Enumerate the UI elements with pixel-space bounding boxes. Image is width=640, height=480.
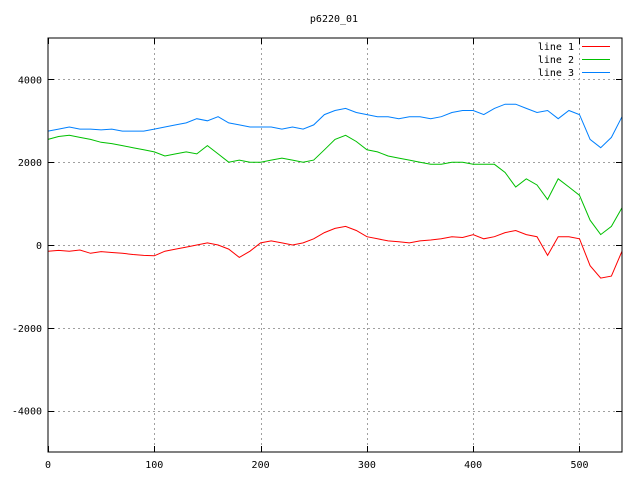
- x-tick-label: 200: [252, 460, 270, 471]
- legend-label: line 2: [538, 55, 574, 66]
- x-tick-label: 400: [464, 460, 482, 471]
- y-tick-labels: -4000 -2000 0 2000 4000: [12, 75, 42, 417]
- tick-marks: [48, 38, 622, 452]
- legend-label: line 1: [538, 42, 574, 53]
- legend-label: line 3: [538, 68, 574, 79]
- y-tick-label: 0: [36, 241, 42, 252]
- series-line-1: [47, 225, 623, 279]
- legend: line 1 line 2 line 3: [538, 42, 610, 79]
- x-tick-label: 100: [145, 460, 163, 471]
- x-tick-label: 0: [45, 460, 51, 471]
- series-layer: [47, 103, 623, 279]
- y-tick-label: 4000: [18, 75, 42, 86]
- chart-title: p6220_01: [310, 14, 358, 25]
- x-tick-label: 300: [358, 460, 376, 471]
- y-tick-label: 2000: [18, 158, 42, 169]
- y-tick-label: -4000: [12, 407, 42, 418]
- x-tick-label: 500: [570, 460, 588, 471]
- y-tick-label: -2000: [12, 324, 42, 335]
- series-line-2: [47, 134, 623, 236]
- series-line-3: [47, 103, 623, 149]
- grid: [48, 38, 622, 452]
- x-tick-labels: 0 100 200 300 400 500: [45, 460, 589, 471]
